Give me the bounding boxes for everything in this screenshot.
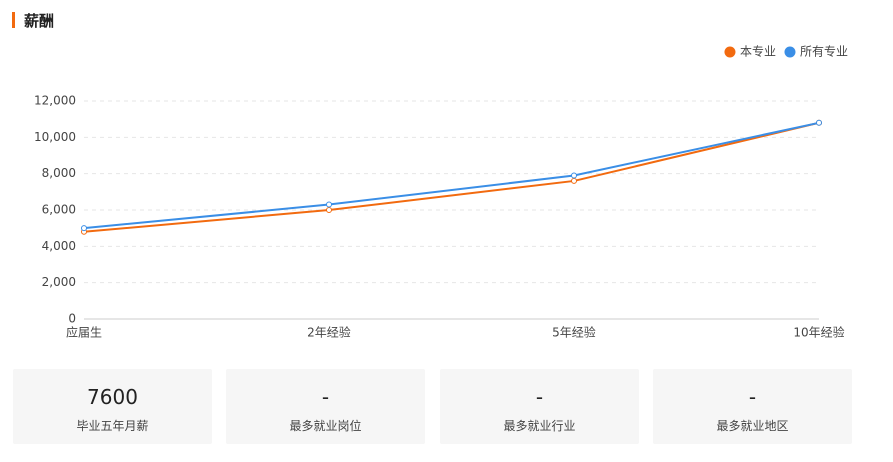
stat-card: - 最多就业行业: [440, 369, 639, 444]
y-tick-label: 12,000: [34, 94, 76, 108]
x-tick-label: 10年经验: [793, 325, 844, 340]
y-tick-label: 4,000: [42, 239, 76, 253]
y-tick-label: 8,000: [42, 166, 76, 180]
legend-marker: [724, 46, 736, 58]
stat-label: 最多就业地区: [716, 419, 789, 433]
x-tick-label: 应届生: [66, 325, 102, 340]
point: [571, 172, 577, 179]
line: [83, 121, 820, 230]
y-tick-label: 0: [68, 312, 76, 326]
stat-card: 7600 毕业五年月薪: [13, 369, 212, 444]
stat-card: - 最多就业岗位: [226, 369, 425, 444]
stat-label: 毕业五年月薪: [76, 419, 149, 433]
line: [83, 121, 820, 233]
stat-label: 最多就业行业: [503, 419, 576, 433]
section-title: 薪酬: [24, 12, 55, 30]
stat-value: -: [535, 385, 544, 409]
point: [81, 225, 87, 232]
x-tick-label: 5年经验: [552, 325, 596, 340]
stat-value: -: [748, 385, 757, 409]
stat-card: - 最多就业地区: [653, 369, 852, 444]
point: [816, 119, 822, 126]
legend-marker: [784, 46, 796, 58]
title-accent: [12, 12, 15, 28]
stat-value: 7600: [87, 385, 138, 409]
point: [326, 201, 332, 208]
y-tick-label: 10,000: [34, 130, 76, 144]
stat-label: 最多就业岗位: [289, 419, 362, 433]
y-tick-label: 6,000: [42, 203, 76, 217]
legend-label: 所有专业: [800, 44, 848, 59]
chart: 0 2,000 4,000 6,000 8,000 10,000 12,000 应届生 2年经验…: [34, 44, 848, 340]
y-tick-label: 2,000: [42, 275, 76, 289]
stat-value: -: [321, 385, 330, 409]
legend-label: 本专业: [740, 44, 776, 59]
point: [571, 177, 577, 184]
x-tick-label: 2年经验: [307, 325, 351, 340]
point: [326, 207, 332, 213]
